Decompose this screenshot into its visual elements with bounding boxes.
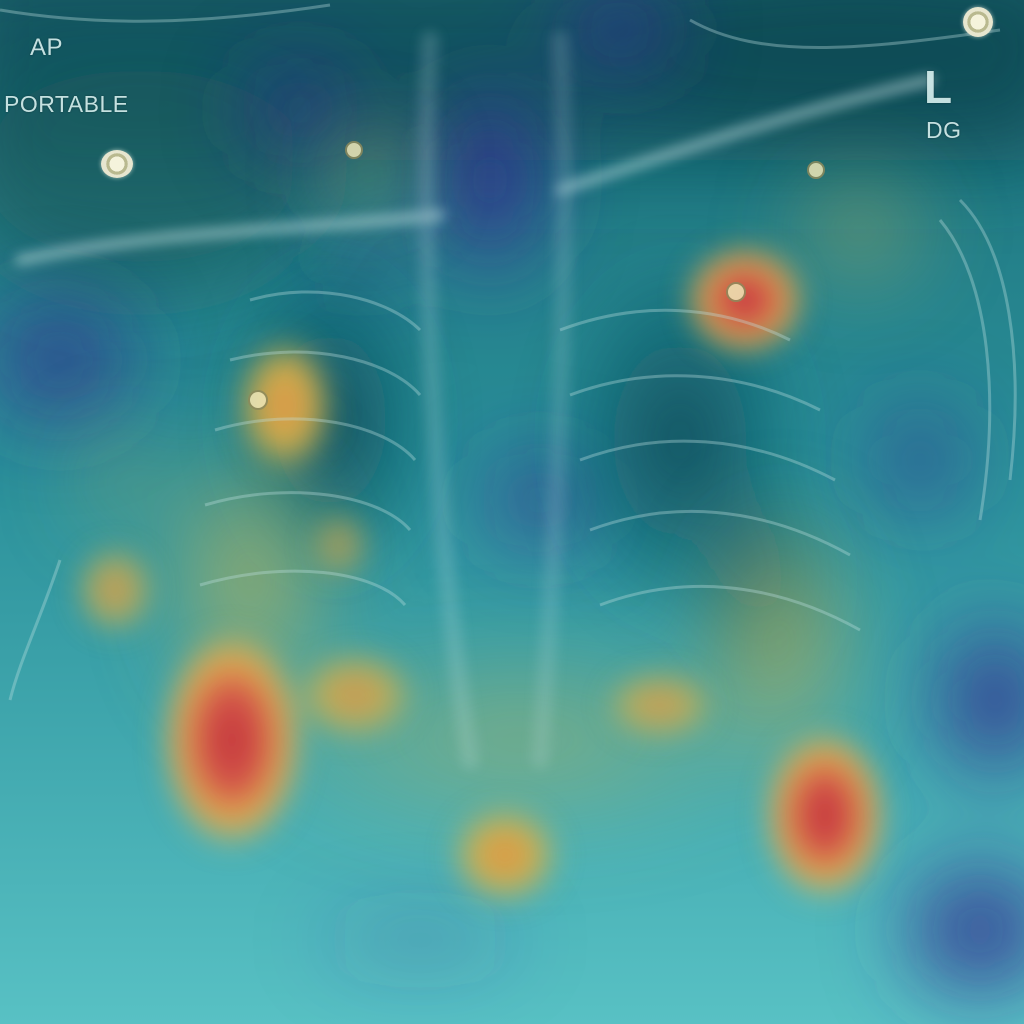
radiographic-marker-icon (101, 150, 133, 178)
radiographic-marker-icon (963, 7, 993, 37)
tech-initials: DG (926, 117, 962, 143)
mode-label: PORTABLE (4, 91, 129, 117)
side-marker: L (924, 61, 953, 113)
projection-label: AP (30, 34, 64, 61)
